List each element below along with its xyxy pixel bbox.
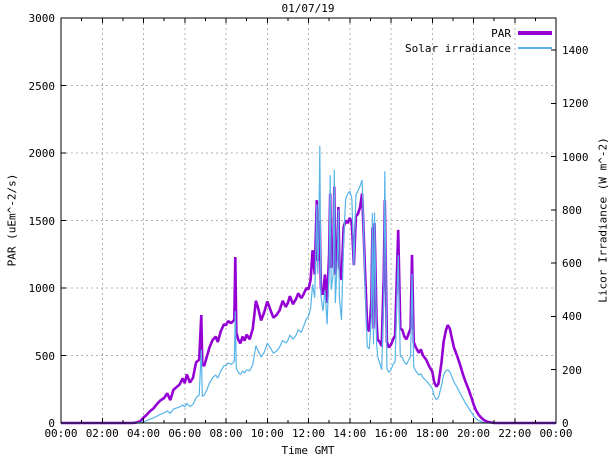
y2-tick-label: 1200 — [562, 97, 589, 111]
y-tick-label: 2000 — [28, 147, 56, 160]
x-tick-label: 22:00 — [498, 427, 532, 440]
y2-tick-label: 0 — [562, 417, 569, 430]
x-tick-label: 00:00 — [539, 427, 573, 440]
y2-tick-label: 1000 — [562, 150, 589, 164]
x-tick-label: 04:00 — [126, 427, 161, 440]
y2-tick-label: 400 — [562, 310, 582, 324]
legend-item: Solar irradiance — [405, 41, 552, 55]
y2-tick-label: 800 — [562, 203, 582, 217]
x-tick-label: 00:00 — [44, 427, 78, 440]
x-tick-label: 16:00 — [374, 427, 408, 440]
x-tick-label: 02:00 — [85, 427, 119, 440]
y-tick-label: 3000 — [28, 12, 56, 25]
y-tick-label: 500 — [35, 349, 55, 363]
legend-line-sample — [518, 31, 552, 35]
legend: PAR Solar irradiance — [405, 26, 552, 55]
legend-line-sample — [518, 47, 552, 49]
x-tick-label: 14:00 — [333, 427, 367, 440]
x-tick-label: 06:00 — [168, 427, 202, 440]
x-axis-label: Time GMT — [281, 444, 335, 457]
solar-irradiance-line — [61, 145, 556, 424]
y2-tick-label: 200 — [562, 363, 582, 377]
x-tick-label: 20:00 — [456, 427, 491, 440]
x-tick-label: 18:00 — [415, 427, 449, 440]
y2-tick-label: 1400 — [562, 43, 589, 57]
y-tick-label: 1000 — [28, 282, 56, 295]
x-tick-label: 08:00 — [209, 427, 243, 440]
x-tick-label: 10:00 — [250, 427, 284, 440]
y-tick-label: 0 — [48, 417, 55, 430]
y-tick-label: 1500 — [28, 214, 56, 228]
legend-item: PAR — [491, 26, 552, 40]
chart-title: 01/07/19 — [281, 2, 335, 15]
legend-label: Solar irradiance — [405, 41, 511, 55]
legend-label: PAR — [491, 26, 511, 40]
y2-tick-label: 600 — [562, 257, 582, 271]
y-tick-label: 2500 — [28, 79, 56, 93]
x-tick-label: 12:00 — [291, 427, 326, 440]
